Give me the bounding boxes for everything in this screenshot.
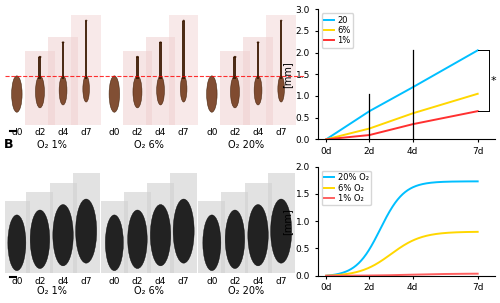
Text: d2: d2 xyxy=(34,128,46,137)
Ellipse shape xyxy=(53,205,73,266)
Text: O₂ 20%: O₂ 20% xyxy=(228,285,264,295)
Text: O₂ 6%: O₂ 6% xyxy=(134,285,164,295)
Bar xyxy=(85,21,87,79)
Bar xyxy=(169,15,198,125)
Y-axis label: [mm]: [mm] xyxy=(282,61,292,88)
Bar xyxy=(38,57,42,79)
Bar xyxy=(4,201,30,273)
Ellipse shape xyxy=(136,56,139,58)
Text: d7: d7 xyxy=(80,277,92,286)
Bar xyxy=(198,201,226,273)
Ellipse shape xyxy=(234,56,236,58)
Text: d4: d4 xyxy=(58,277,68,286)
Text: d7: d7 xyxy=(276,128,287,137)
Text: *: * xyxy=(491,76,496,86)
Bar xyxy=(25,51,55,125)
Ellipse shape xyxy=(156,76,164,105)
Text: d2: d2 xyxy=(132,277,143,286)
Bar xyxy=(159,42,162,79)
Ellipse shape xyxy=(256,42,260,43)
Text: O₂ 1%: O₂ 1% xyxy=(36,285,66,295)
Text: d7: d7 xyxy=(178,128,190,137)
Text: O₂ 6%: O₂ 6% xyxy=(134,140,164,150)
Bar xyxy=(62,42,64,79)
Legend: 20, 6%, 1%: 20, 6%, 1% xyxy=(322,13,354,48)
Text: d0: d0 xyxy=(206,277,218,286)
Ellipse shape xyxy=(173,199,194,263)
Bar xyxy=(122,51,152,125)
Text: B: B xyxy=(4,138,13,151)
Ellipse shape xyxy=(76,199,96,263)
Text: d4: d4 xyxy=(252,128,264,137)
Bar xyxy=(72,15,101,125)
Ellipse shape xyxy=(254,76,262,105)
Ellipse shape xyxy=(150,205,171,266)
Ellipse shape xyxy=(83,76,89,102)
Ellipse shape xyxy=(128,210,147,268)
Bar xyxy=(50,183,76,273)
Text: d2: d2 xyxy=(230,277,240,286)
Y-axis label: [mm]: [mm] xyxy=(282,208,292,235)
Text: d0: d0 xyxy=(206,128,218,137)
Ellipse shape xyxy=(8,215,26,271)
Ellipse shape xyxy=(133,76,142,108)
Ellipse shape xyxy=(30,210,50,268)
Ellipse shape xyxy=(203,215,221,271)
Bar xyxy=(124,192,151,273)
Ellipse shape xyxy=(106,215,124,271)
Text: d4: d4 xyxy=(252,277,264,286)
Text: d7: d7 xyxy=(178,277,190,286)
Bar xyxy=(101,201,128,273)
Text: d0: d0 xyxy=(108,277,120,286)
Ellipse shape xyxy=(109,76,120,112)
Bar xyxy=(48,37,78,125)
Text: d0: d0 xyxy=(108,128,120,137)
Ellipse shape xyxy=(85,20,87,22)
Text: O₂ 20%: O₂ 20% xyxy=(228,140,264,150)
Ellipse shape xyxy=(278,76,284,102)
Bar xyxy=(147,183,174,273)
Ellipse shape xyxy=(280,20,282,22)
Bar xyxy=(266,15,296,125)
Bar xyxy=(222,192,248,273)
Text: d4: d4 xyxy=(155,128,166,137)
Ellipse shape xyxy=(159,42,162,43)
Bar xyxy=(280,21,282,79)
Text: d0: d0 xyxy=(11,277,22,286)
Text: d4: d4 xyxy=(58,128,68,137)
Ellipse shape xyxy=(225,210,244,268)
Bar xyxy=(234,57,236,79)
Text: O₂ 1%: O₂ 1% xyxy=(36,140,66,150)
Text: d2: d2 xyxy=(34,277,46,286)
Ellipse shape xyxy=(62,42,64,43)
Bar xyxy=(170,173,197,273)
Text: d4: d4 xyxy=(155,277,166,286)
Text: d7: d7 xyxy=(80,128,92,137)
Ellipse shape xyxy=(248,205,268,266)
Bar xyxy=(244,183,272,273)
Ellipse shape xyxy=(206,76,217,112)
Ellipse shape xyxy=(36,76,44,108)
Bar xyxy=(243,37,273,125)
Ellipse shape xyxy=(182,20,185,22)
Bar xyxy=(146,37,176,125)
Ellipse shape xyxy=(180,76,187,102)
Text: d7: d7 xyxy=(276,277,287,286)
Ellipse shape xyxy=(59,76,67,105)
Ellipse shape xyxy=(270,199,291,263)
Bar xyxy=(256,42,260,79)
Ellipse shape xyxy=(12,76,22,112)
Bar xyxy=(182,21,185,79)
Legend: 20% O₂, 6% O₂, 1% O₂: 20% O₂, 6% O₂, 1% O₂ xyxy=(322,171,371,205)
Text: d2: d2 xyxy=(230,128,240,137)
Text: d0: d0 xyxy=(11,128,22,137)
Text: d2: d2 xyxy=(132,128,143,137)
Bar xyxy=(268,173,294,273)
Bar xyxy=(136,57,139,79)
Bar xyxy=(26,192,54,273)
Bar xyxy=(72,173,100,273)
Ellipse shape xyxy=(38,56,42,58)
Bar xyxy=(220,51,250,125)
Ellipse shape xyxy=(230,76,239,108)
